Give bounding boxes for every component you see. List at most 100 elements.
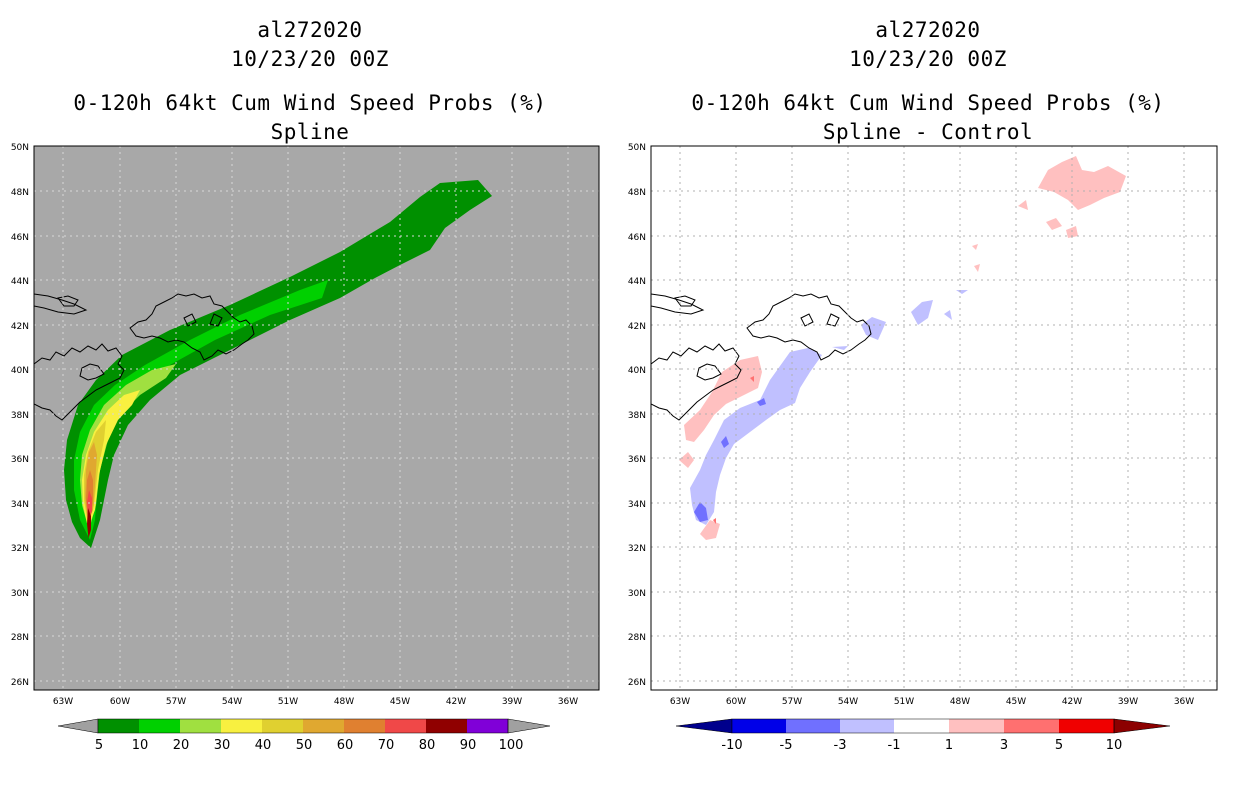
colorbar-low-end <box>675 718 733 734</box>
lat-label: 32N <box>11 544 29 554</box>
diff-neg-light <box>956 290 968 294</box>
diff-neg-mid <box>757 398 766 406</box>
lon-label: 45W <box>390 697 410 707</box>
lat-label: 32N <box>628 544 646 554</box>
lat-label: 48N <box>628 188 646 198</box>
lon-label: 54W <box>222 697 242 707</box>
colorbar-low-end <box>57 718 99 734</box>
lon-label: 36W <box>558 697 578 707</box>
lat-label: 26N <box>11 678 29 688</box>
lon-label: 48W <box>334 697 354 707</box>
diff-pos-light <box>684 356 762 442</box>
lon-label: 57W <box>782 697 802 707</box>
diff-pos-mid <box>750 376 754 382</box>
lat-label: 38N <box>628 411 646 421</box>
colorbar-swatch-neg1-1 <box>894 719 949 733</box>
lat-label: 50N <box>628 143 646 153</box>
lon-label: 63W <box>670 697 690 707</box>
colorbar-swatch-neg5-neg3 <box>786 719 840 733</box>
lat-label: 44N <box>628 277 646 287</box>
diff-pos-light <box>972 244 978 250</box>
colorbar-label: 90 <box>460 738 477 753</box>
lon-label: 51W <box>894 697 914 707</box>
colorbar-high-end <box>507 718 551 734</box>
colorbar-label: -1 <box>888 738 901 753</box>
diff-pos-light <box>1038 156 1126 210</box>
lon-label: 39W <box>1118 697 1138 707</box>
diff-pos-light <box>700 520 720 540</box>
right-title: 0-120h 64kt Cum Wind Speed Probs (%) <box>691 91 1165 115</box>
colorbar-label: 30 <box>214 738 231 753</box>
left-storm-id: al272020 <box>257 18 363 42</box>
right-difference-contours <box>651 156 1126 540</box>
left-subtitle: Spline <box>270 120 350 144</box>
lon-label: 48W <box>950 697 970 707</box>
colorbar-swatch-50-60 <box>303 719 344 733</box>
lon-label: 36W <box>1174 697 1194 707</box>
right-datetime: 10/23/20 00Z <box>849 47 1007 71</box>
right-map-panel: 50N 48N 46N 44N 42N 40N 38N 36N 34N 32N … <box>628 143 1218 707</box>
lon-label: 45W <box>1006 697 1026 707</box>
lat-label: 46N <box>11 233 29 243</box>
lat-label: 28N <box>628 633 646 643</box>
prob-band-30 <box>82 390 140 528</box>
lat-label: 42N <box>11 322 29 332</box>
colorbar-swatch-70-80 <box>385 719 426 733</box>
lat-label: 40N <box>11 366 29 376</box>
colorbar-label: -3 <box>834 738 847 753</box>
right-storm-id: al272020 <box>875 18 981 42</box>
diff-pos-light <box>1046 218 1062 230</box>
right-grid <box>651 146 1217 690</box>
left-lon-labels: 63W 60W 57W 54W 51W 48W 45W 42W 39W 36W <box>53 697 578 707</box>
colorbar-swatch-60-70 <box>344 719 385 733</box>
diff-neg-mid <box>694 502 708 522</box>
lat-label: 34N <box>11 500 29 510</box>
diff-neg-mid <box>721 436 729 448</box>
colorbar-label: 3 <box>1000 738 1008 753</box>
colorbar-label: 60 <box>337 738 354 753</box>
lat-label: 38N <box>11 411 29 421</box>
diff-pos-light <box>1018 200 1028 210</box>
colorbar-swatch-neg10-neg5 <box>732 719 786 733</box>
lat-label: 36N <box>11 455 29 465</box>
prob-band-80 <box>87 508 91 538</box>
lat-label: 46N <box>628 233 646 243</box>
colorbar-swatch-1-3 <box>949 719 1004 733</box>
lon-label: 42W <box>1062 697 1082 707</box>
diff-pos-mid <box>713 518 716 524</box>
lat-label: 28N <box>11 633 29 643</box>
lon-label: 60W <box>726 697 746 707</box>
right-lat-labels: 50N 48N 46N 44N 42N 40N 38N 36N 34N 32N … <box>628 143 646 688</box>
lat-label: 30N <box>11 589 29 599</box>
lat-label: 50N <box>11 143 29 153</box>
diff-pos-light <box>679 452 694 468</box>
colorbar-label: 5 <box>1055 738 1063 753</box>
left-colorbar: 5 10 20 30 40 50 60 70 80 90 100 <box>57 718 551 753</box>
colorbar-label: 50 <box>296 738 313 753</box>
right-title-block: al272020 10/23/20 00Z 0-120h 64kt Cum Wi… <box>648 16 1208 147</box>
colorbar-label: 70 <box>378 738 395 753</box>
colorbar-label: 100 <box>499 738 524 753</box>
left-title: 0-120h 64kt Cum Wind Speed Probs (%) <box>73 91 547 115</box>
left-probability-contours <box>34 180 492 548</box>
colorbar-swatch-5-10 <box>98 719 139 733</box>
lat-label: 48N <box>11 188 29 198</box>
colorbar-label: -5 <box>780 738 793 753</box>
colorbar-swatch-80-90 <box>426 719 467 733</box>
right-subtitle: Spline - Control <box>822 120 1034 144</box>
prob-band-5 <box>64 180 492 548</box>
colorbar-label: 1 <box>945 738 953 753</box>
colorbar-swatch-neg3-neg1 <box>840 719 894 733</box>
diff-pos-light <box>974 264 980 272</box>
lon-label: 63W <box>53 697 73 707</box>
left-grid <box>34 146 599 690</box>
colorbar-swatch-3-5 <box>1004 719 1059 733</box>
colorbar-label: -10 <box>721 738 742 753</box>
lon-label: 57W <box>166 697 186 707</box>
colorbar-swatch-20-30 <box>180 719 221 733</box>
diff-neg-light <box>690 348 822 525</box>
colorbar-swatch-30-40 <box>221 719 262 733</box>
colorbar-swatch-90-100 <box>467 719 508 733</box>
colorbar-label: 10 <box>1106 738 1123 753</box>
